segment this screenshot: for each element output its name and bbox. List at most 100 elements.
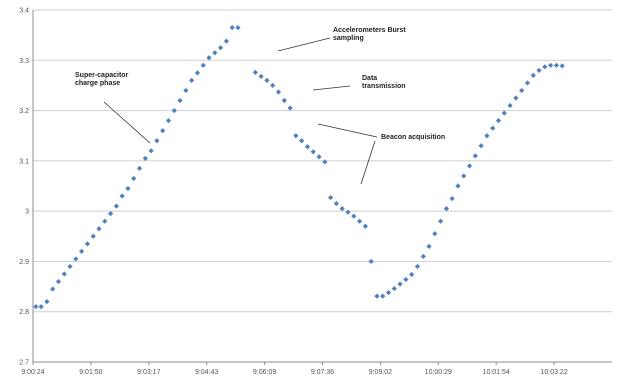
- data-point: [316, 154, 322, 160]
- data-point: [548, 62, 554, 68]
- data-point: [328, 194, 334, 201]
- data-point: [432, 231, 438, 237]
- data-point: [131, 175, 137, 182]
- data-point: [507, 102, 513, 109]
- x-tick-label: 9:09:02: [369, 369, 392, 376]
- data-point: [333, 201, 339, 207]
- annotation-leader-line: [317, 123, 378, 138]
- data-point: [519, 87, 525, 94]
- data-point: [136, 165, 143, 171]
- data-point: [142, 155, 148, 161]
- data-point: [524, 80, 531, 86]
- data-point: [50, 286, 56, 292]
- data-point: [472, 153, 478, 159]
- data-point: [165, 118, 172, 124]
- data-point: [380, 293, 386, 299]
- data-point: [44, 299, 50, 305]
- data-point: [484, 133, 490, 139]
- data-point: [270, 82, 276, 89]
- data-point: [322, 159, 328, 165]
- data-point: [67, 263, 73, 270]
- x-tick-label: 9:03:17: [137, 369, 160, 376]
- data-point: [513, 95, 519, 101]
- data-point: [374, 293, 380, 299]
- data-point: [293, 133, 299, 139]
- data-point: [189, 77, 195, 83]
- data-point: [351, 213, 357, 219]
- x-tick-label: 9:06:09: [253, 369, 276, 376]
- data-point: [455, 183, 461, 189]
- data-point: [171, 107, 177, 114]
- annotation-label-line: Beacon acquisition: [381, 134, 445, 141]
- data-point: [229, 25, 235, 31]
- annotation-leader-line: [103, 101, 151, 144]
- data-point: [96, 226, 102, 232]
- data-point: [206, 55, 212, 61]
- annotation-leader-line: [312, 85, 351, 91]
- data-point: [73, 256, 79, 262]
- data-point: [466, 163, 473, 169]
- x-tick-label: 9:07:36: [311, 369, 334, 376]
- annotation-label: Super-capacitor charge phase: [75, 72, 129, 87]
- data-point: [102, 218, 108, 224]
- data-point: [553, 62, 560, 68]
- data-point: [409, 271, 415, 278]
- data-point: [200, 62, 206, 68]
- data-point: [148, 148, 154, 154]
- data-point: [33, 304, 39, 310]
- data-point: [55, 278, 62, 285]
- annotation-label-line: transmission: [362, 83, 406, 90]
- annotation-label-line: charge phase: [75, 80, 120, 87]
- annotation-label: Data transmission: [362, 75, 406, 90]
- data-point: [194, 70, 201, 76]
- annotation-label-line: Super-capacitor: [75, 72, 129, 79]
- data-point: [368, 258, 374, 265]
- data-point: [559, 63, 565, 69]
- x-tick-label: 10:00:29: [425, 369, 452, 376]
- data-point: [495, 118, 502, 124]
- data-point: [125, 185, 131, 192]
- data-point: [536, 67, 542, 73]
- data-point: [345, 209, 351, 215]
- y-tick-label: 2.8: [19, 309, 29, 316]
- annotation-label: Accelerometers Burst sampling: [333, 27, 406, 42]
- data-point: [84, 241, 91, 247]
- annotation-label-line: Data: [362, 75, 377, 82]
- y-tick-label: 3.1: [19, 158, 29, 165]
- data-point: [403, 276, 409, 283]
- data-point: [414, 263, 421, 270]
- data-point: [275, 89, 282, 95]
- x-tick-label: 9:01:50: [79, 369, 102, 376]
- data-point: [160, 128, 166, 134]
- y-tick-label: 3.4: [19, 8, 29, 15]
- data-point: [501, 110, 507, 116]
- data-point: [79, 248, 85, 254]
- annotation-label-line: Accelerometers Burst: [333, 27, 406, 34]
- data-point: [217, 45, 224, 51]
- data-point: [61, 271, 67, 277]
- data-point: [304, 144, 311, 150]
- data-point: [420, 253, 426, 259]
- y-tick-label: 3: [25, 209, 29, 216]
- y-tick-label: 2.7: [19, 360, 29, 367]
- annotation-leader-line: [277, 37, 331, 52]
- y-tick-label: 3.2: [19, 108, 29, 115]
- data-point: [339, 206, 345, 212]
- data-point: [287, 105, 293, 111]
- data-point: [183, 87, 189, 94]
- data-point: [90, 233, 96, 239]
- data-point: [356, 218, 363, 224]
- annotation-label: Beacon acquisition: [381, 134, 445, 141]
- data-point: [461, 173, 467, 179]
- data-point: [530, 72, 536, 78]
- data-point: [154, 138, 160, 144]
- data-point: [385, 290, 392, 296]
- data-point: [299, 138, 305, 144]
- annotation-leader-line: [360, 140, 376, 185]
- data-point: [107, 211, 114, 217]
- data-point: [119, 193, 125, 199]
- data-point: [235, 25, 241, 31]
- data-point: [542, 64, 548, 70]
